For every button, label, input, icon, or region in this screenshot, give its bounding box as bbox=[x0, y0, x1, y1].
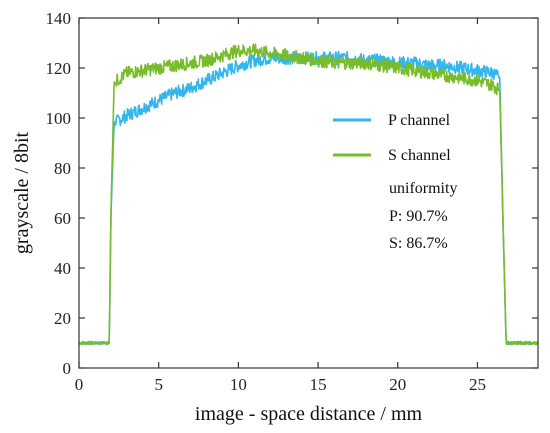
x-tick-label-20: 20 bbox=[389, 375, 406, 394]
y-tick-label-40: 40 bbox=[54, 259, 71, 278]
y-tick-label-120: 120 bbox=[46, 59, 72, 78]
uniformity-p-value: P: 90.7% bbox=[389, 208, 448, 225]
y-tick-label-140: 140 bbox=[46, 9, 72, 28]
y-tick-label-20: 20 bbox=[54, 309, 71, 328]
y-tick-label-80: 80 bbox=[54, 159, 71, 178]
x-tick-label-10: 10 bbox=[230, 375, 247, 394]
legend-label-p-channel: P channel bbox=[388, 112, 451, 129]
y-tick-label-60: 60 bbox=[54, 209, 71, 228]
series-line-s-channel bbox=[78, 43, 539, 346]
x-tick-label-0: 0 bbox=[75, 375, 84, 394]
uniformity-s-value: S: 86.7% bbox=[389, 235, 448, 252]
x-tick-label-15: 15 bbox=[310, 375, 327, 394]
tick-labels: 0 5 10 15 20 25 0 20 40 60 80 100 120 140 bbox=[46, 9, 486, 394]
uniformity-annotation: uniformity P: 90.7% S: 86.7% bbox=[389, 180, 457, 252]
legend: P channel S channel bbox=[333, 112, 451, 164]
x-tick-label-25: 25 bbox=[469, 375, 486, 394]
series-lines bbox=[78, 43, 539, 346]
x-tick-label-5: 5 bbox=[154, 375, 163, 394]
y-tick-label-100: 100 bbox=[46, 109, 72, 128]
uniformity-heading: uniformity bbox=[389, 180, 457, 197]
series-line-p-channel bbox=[78, 50, 539, 346]
axes bbox=[78, 17, 539, 369]
x-axis-title: image - space distance / mm bbox=[195, 403, 423, 425]
y-axis-title: grayscale / 8bit bbox=[11, 131, 33, 254]
y-tick-label-0: 0 bbox=[63, 359, 72, 378]
axes-frame bbox=[78, 17, 539, 369]
legend-label-s-channel: S channel bbox=[388, 147, 451, 164]
